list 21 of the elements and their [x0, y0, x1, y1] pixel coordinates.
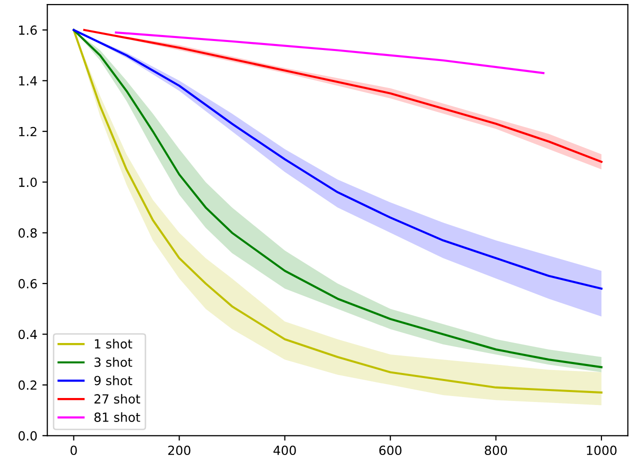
- legend-label: 9 shot: [94, 376, 132, 386]
- x-tick-label: 800: [484, 446, 508, 456]
- y-tick-label: 0.8: [18, 228, 37, 238]
- legend-label: 81 shot: [94, 412, 140, 422]
- line-series: [114, 31, 544, 74]
- y-tick-label: 1.6: [19, 25, 37, 35]
- legend-label: 1 shot: [94, 338, 132, 349]
- x-tick-label: 400: [273, 446, 296, 456]
- y-tick-label: 0.4: [18, 330, 37, 340]
- y-tick-label: 0.6: [18, 278, 37, 288]
- y-tick-label: 1.0: [19, 178, 37, 188]
- y-tick-label: 0.2: [18, 380, 36, 390]
- x-tick-label: 1000: [586, 446, 617, 456]
- x-tick-label: 200: [168, 446, 190, 456]
- y-tick-label: 1.4: [19, 76, 37, 86]
- y-tick-label: 0.0: [18, 431, 37, 441]
- legend-label: 3 shot: [94, 357, 132, 367]
- y-tick-label: 1.2: [19, 126, 36, 136]
- legend-label: 27 shot: [94, 394, 140, 404]
- x-tick-label: 600: [379, 446, 402, 456]
- x-tick-label: 0: [70, 446, 77, 456]
